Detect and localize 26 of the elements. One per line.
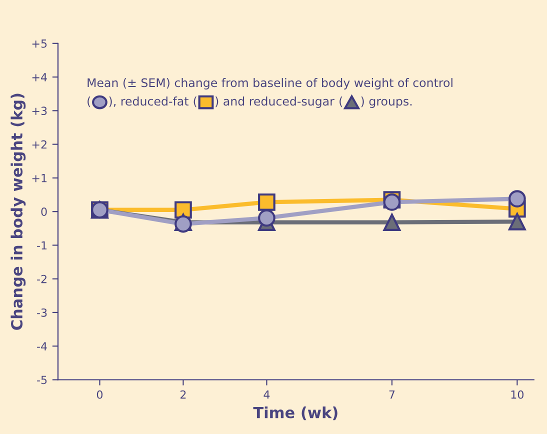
y-tick-label: 0 [41, 208, 47, 216]
y-tick-label: -4 [37, 342, 47, 350]
point [508, 190, 526, 208]
point [508, 212, 526, 230]
x-tick-label: 7 [389, 390, 395, 399]
y-tick-label: +4 [32, 73, 47, 82]
y-tick-label: -5 [37, 376, 47, 384]
point [174, 201, 192, 219]
y-tick-label: +3 [32, 106, 47, 116]
point [258, 193, 276, 211]
y-tick-label: -3 [37, 308, 47, 317]
x-tick-label: 0 [96, 390, 103, 399]
y-tick-label: -1 [37, 241, 47, 250]
x-axis-title: Time (wk) [253, 406, 338, 420]
y-tick-label: +5 [32, 40, 47, 48]
y-tick-label: +1 [32, 174, 47, 182]
y-axis-title: Change in body weight (kg) [10, 94, 26, 330]
y-tick-label: +2 [32, 140, 46, 149]
point [258, 209, 276, 227]
point [174, 215, 192, 233]
point [383, 214, 401, 232]
x-tick-label: 10 [511, 390, 524, 399]
text: Mean (± SEM) change from baseline of body weight of control ( ), reduced-fat ( ) and reduced-sugar ( ) groups. [88, 78, 452, 108]
y-tick-label: -2 [37, 274, 46, 284]
x-tick-label: 4 [264, 390, 270, 399]
x-tick-label: 2 [180, 390, 186, 399]
